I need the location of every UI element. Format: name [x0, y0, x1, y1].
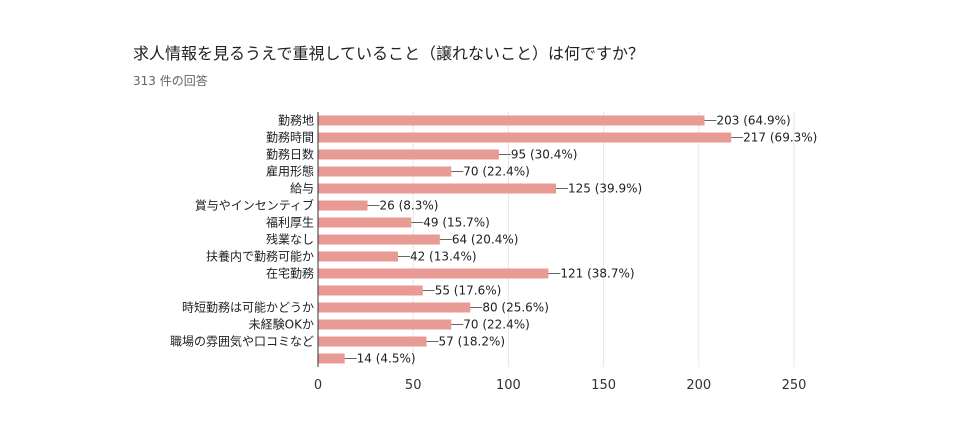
category-label: 残業なし [266, 233, 314, 247]
labels: 0 50 100 150 200 250 203 (64.9%) 勤務地 217 (69.3%)… [170, 114, 817, 394]
value-label: 64 (20.4%) [452, 233, 519, 247]
value-label: 125 (39.9%) [568, 182, 642, 196]
category-label: 雇用形態 [266, 164, 314, 179]
bar [318, 149, 499, 160]
value-label: 217 (69.3%) [743, 131, 817, 145]
category-label: 福利厚生 [266, 215, 314, 230]
category-label: 職場の雰囲気や口コミなど [170, 334, 314, 349]
x-tick-label: 250 [782, 378, 807, 393]
bar [318, 217, 412, 228]
value-label: 26 (8.3%) [380, 199, 439, 213]
category-label: 時短勤務は可能かどうか [182, 301, 314, 315]
bar [318, 115, 705, 126]
bar [318, 319, 452, 330]
bar [318, 200, 368, 211]
category-label: 勤務日数 [266, 147, 314, 162]
value-label: 95 (30.4%) [511, 148, 578, 162]
bar [318, 353, 345, 364]
x-tick-label: 100 [496, 378, 521, 393]
value-label: 14 (4.5%) [357, 352, 416, 366]
value-label: 70 (22.4%) [463, 165, 530, 179]
bar [318, 302, 471, 313]
bar [318, 285, 423, 296]
category-label: 給与 [290, 182, 314, 196]
bar [318, 183, 556, 194]
bar [318, 166, 452, 177]
value-label: 70 (22.4%) [463, 318, 530, 332]
category-label: 扶養内で勤務可能か [206, 249, 314, 264]
bar [318, 336, 427, 347]
x-tick-label: 150 [591, 378, 616, 393]
x-tick-label: 200 [686, 378, 711, 393]
category-label: 勤務地 [278, 114, 314, 128]
bar [318, 268, 549, 279]
bar [318, 234, 440, 245]
value-label: 80 (25.6%) [482, 301, 549, 315]
category-label: 未経験OKか [249, 317, 314, 332]
bar [318, 132, 732, 143]
response-count: 313 件の回答 [133, 74, 208, 88]
value-label: 203 (64.9%) [717, 114, 791, 128]
value-label: 121 (38.7%) [560, 267, 634, 281]
value-label: 55 (17.6%) [435, 284, 502, 298]
value-label: 49 (15.7%) [423, 216, 490, 230]
category-label: 賞与やインセンティブ [195, 198, 314, 213]
bars [318, 115, 732, 364]
x-tick-label: 0 [314, 378, 322, 393]
bar [318, 251, 398, 262]
value-label: 57 (18.2%) [439, 335, 506, 349]
x-tick-label: 50 [405, 378, 422, 393]
category-label: 在宅勤務 [266, 266, 314, 281]
value-label: 42 (13.4%) [410, 250, 477, 264]
category-label: 勤務時間 [266, 131, 314, 145]
chart-title: 求人情報を見るうえで重視していること（譲れないこと）は何ですか？ [133, 44, 645, 63]
